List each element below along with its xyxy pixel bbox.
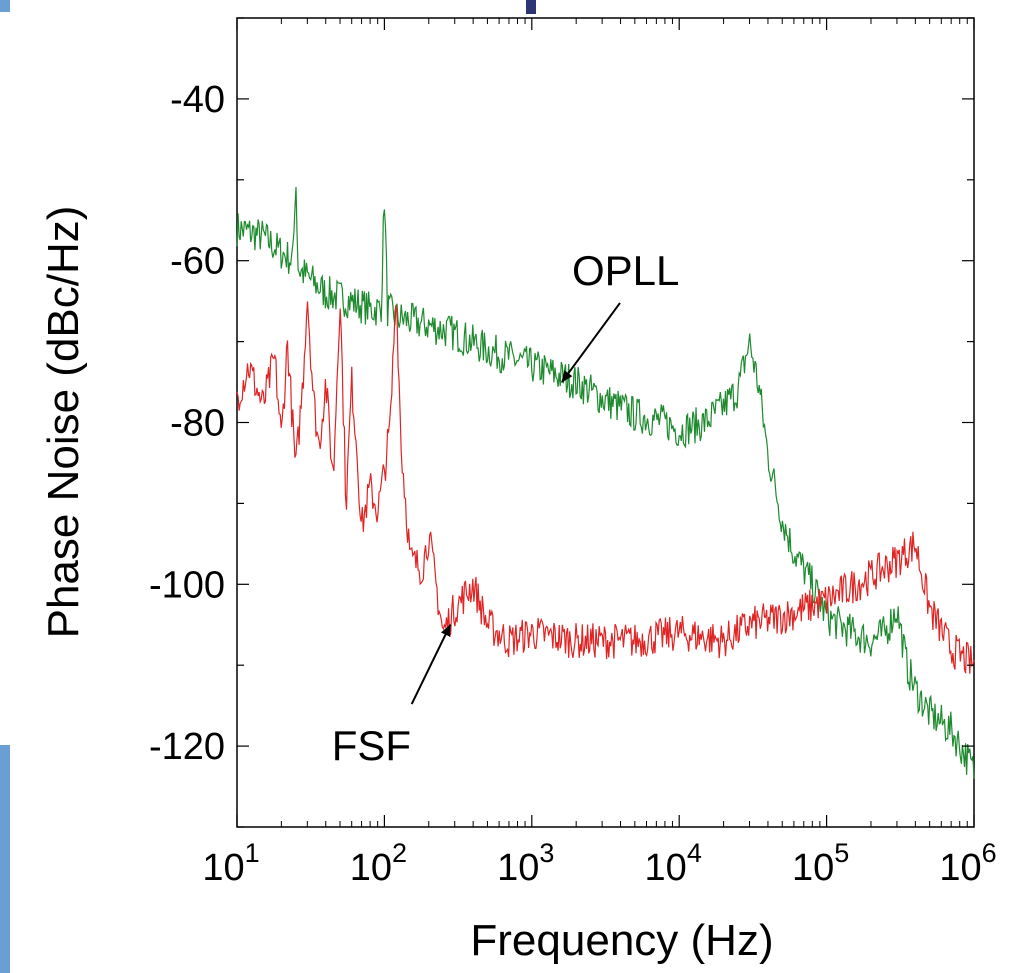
x-tick-label: 102 (350, 838, 407, 889)
annotation-arrow-fsf (410, 623, 452, 705)
y-axis-title: Phase Noise (dBc/Hz) (39, 206, 88, 639)
y-tick-label: -100 (149, 564, 225, 606)
ticks-layer (236, 17, 975, 828)
plot-frame (236, 17, 975, 828)
x-axis-title: Frequency (Hz) (470, 916, 773, 965)
annotation-label-fsf: FSF (332, 722, 411, 769)
annotation-layer: OPLL FSF (332, 247, 680, 769)
x-tick-label: 105 (792, 838, 849, 889)
decorative-bar-left-bottom (0, 745, 10, 973)
y-tick-labels: -40 -60 -80 -100 -120 (149, 79, 225, 768)
series-layer (236, 186, 975, 779)
annotation-arrow-opll (561, 302, 621, 383)
decorative-bar-left-top (0, 0, 10, 12)
decorative-bar-top (526, 0, 536, 14)
series-line-fsf (236, 301, 975, 674)
series-line-opll (236, 186, 975, 779)
x-tick-label: 106 (939, 838, 996, 889)
x-tick-label: 101 (202, 838, 259, 889)
y-tick-label: -40 (170, 79, 225, 121)
x-tick-labels: 101 102 103 104 105 106 (202, 838, 996, 889)
x-tick-label: 103 (497, 838, 554, 889)
annotation-label-opll: OPLL (572, 247, 679, 294)
y-tick-label: -80 (170, 403, 225, 445)
y-tick-label: -60 (170, 241, 225, 283)
x-tick-label: 104 (645, 838, 702, 889)
y-tick-label: -120 (149, 726, 225, 768)
